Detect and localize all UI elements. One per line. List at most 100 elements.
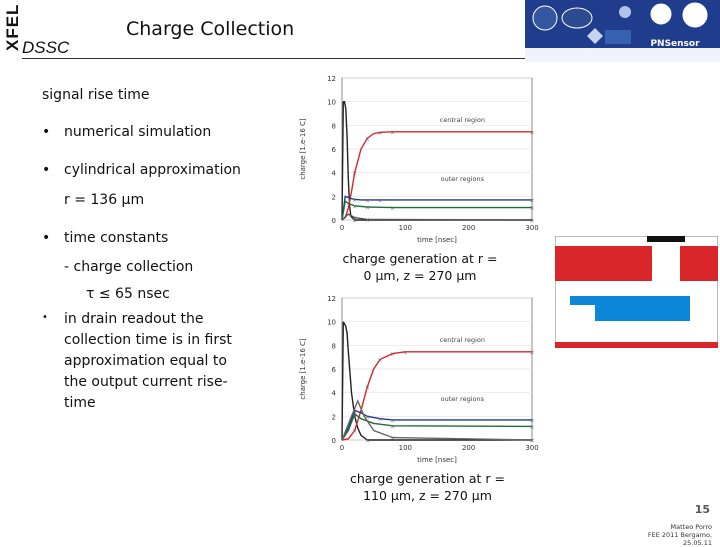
footer-credit: Matteo Porro FEE 2011 Bergamo, 25.05.11 xyxy=(620,523,712,547)
top-implant-right xyxy=(680,246,718,281)
bullet-radius-value: r = 136 µm xyxy=(64,192,145,208)
bullet-charge-collection: - charge collection xyxy=(64,259,194,275)
bullet-cylindrical-approximation: cylindrical approximation xyxy=(64,162,241,178)
series-line-4 xyxy=(341,213,533,221)
data-point-marker: × xyxy=(403,349,408,356)
chart-annotation: outer regions xyxy=(441,175,485,183)
data-point-marker: × xyxy=(390,129,395,136)
data-point-marker: × xyxy=(529,197,534,204)
x-tick-label: 300 xyxy=(525,224,538,232)
charge-generation-note-top: charge generation at r = 0 µm, z = 270 µ… xyxy=(342,251,498,283)
series-line-3 xyxy=(341,199,532,221)
dssc-label: DSSC xyxy=(22,38,70,57)
footer-author: Matteo Porro xyxy=(670,523,712,531)
y-tick-label: 6 xyxy=(332,366,337,374)
chart-annotation: outer regions xyxy=(441,395,485,403)
data-point-marker: × xyxy=(390,417,395,424)
bullet-drain-readout: in drain readout the collection time is … xyxy=(64,311,232,411)
y-tick-label: 10 xyxy=(327,99,336,107)
y-tick-label: 0 xyxy=(332,217,336,225)
x-tick-label: 0 xyxy=(340,224,344,232)
data-point-marker: × xyxy=(365,136,370,143)
x-tick-label: 100 xyxy=(399,224,412,232)
series-line-4 xyxy=(341,399,533,441)
bonn-logo-icon xyxy=(605,30,631,44)
y-tick-label: 6 xyxy=(332,146,337,154)
x-tick-label: 200 xyxy=(462,224,475,232)
data-point-marker: × xyxy=(377,416,382,423)
data-point-marker: × xyxy=(390,435,395,442)
xfel-logo: XFEL xyxy=(3,3,22,51)
y-tick-label: 10 xyxy=(327,319,336,327)
x-tick-label: 0 xyxy=(340,444,344,452)
x-tick-label: 300 xyxy=(525,444,538,452)
rise-time-chart-bottom: 0 2 4 6 8 10 12 0 100 200 300 time [nsec] charge [1.… xyxy=(299,295,539,464)
y-tick-label: 2 xyxy=(332,193,336,201)
y-axis-label: charge [1.e-16 C] xyxy=(299,118,307,180)
y-tick-label: 8 xyxy=(332,342,336,350)
data-point-marker: × xyxy=(390,351,395,358)
data-point-marker: × xyxy=(529,218,534,225)
y-tick-label: 4 xyxy=(332,170,337,178)
hll-logo-icon xyxy=(561,7,593,29)
data-point-marker: × xyxy=(529,438,534,445)
y-axis-label: charge [1.e-16 C] xyxy=(299,338,307,400)
x-axis-label: time [nsec] xyxy=(417,236,457,244)
charge-generation-note-bottom: charge generation at r = 110 µm, z = 270… xyxy=(349,471,506,503)
data-point-marker: × xyxy=(352,411,357,418)
data-point-marker: × xyxy=(529,417,534,424)
series-line-1 xyxy=(341,351,532,441)
series-line-0 xyxy=(341,101,532,221)
data-point-marker: × xyxy=(352,170,357,177)
slide-title: Charge Collection xyxy=(126,18,295,40)
rise-time-chart-top: 0 2 4 6 8 10 12 0 100 200 300 time [nsec] charge [1.… xyxy=(299,75,539,244)
mpg-logo-icon xyxy=(532,5,558,31)
data-point-marker: × xyxy=(352,414,357,421)
data-point-marker: × xyxy=(529,349,534,356)
data-point-marker: × xyxy=(352,215,357,222)
bullet-time-constants: time constants xyxy=(64,230,169,246)
data-point-marker: × xyxy=(365,414,370,421)
series-line-3 xyxy=(341,412,533,441)
collection-region-lower xyxy=(595,305,690,321)
slide-number: 15 xyxy=(694,503,710,516)
data-point-marker: × xyxy=(390,205,395,212)
header-divider xyxy=(22,58,720,59)
data-point-marker: × xyxy=(377,357,382,364)
y-tick-label: 8 xyxy=(332,122,336,130)
data-point-marker: × xyxy=(390,423,395,430)
series-line-0 xyxy=(341,321,532,441)
data-point-marker: × xyxy=(529,218,534,225)
data-point-marker: × xyxy=(352,428,357,435)
partner-logos: PNSensor xyxy=(525,0,720,62)
y-tick-label: 12 xyxy=(327,295,336,303)
bullet-tau-value: τ ≤ 65 nsec xyxy=(86,286,170,302)
data-point-marker: × xyxy=(352,197,357,204)
collection-region-upper xyxy=(570,296,690,305)
central-drain-contact xyxy=(647,236,685,242)
y-tick-label: 2 xyxy=(332,413,336,421)
series-line-1 xyxy=(341,131,532,221)
data-point-marker: × xyxy=(352,203,357,210)
y-tick-label: 4 xyxy=(332,390,337,398)
section-subtitle: signal rise time xyxy=(42,87,150,103)
data-point-marker: × xyxy=(365,384,370,391)
data-point-marker: × xyxy=(365,217,370,224)
detector-geometry-diagram xyxy=(555,236,718,348)
back-contact xyxy=(555,342,718,348)
y-tick-label: 12 xyxy=(327,75,336,83)
series-line-2 xyxy=(341,195,532,221)
desy-logo-icon xyxy=(650,3,672,25)
heidelberg-logo-icon xyxy=(619,6,631,18)
data-point-marker: × xyxy=(365,197,370,204)
data-point-marker: × xyxy=(529,129,534,136)
x-tick-label: 200 xyxy=(462,444,475,452)
data-point-marker: × xyxy=(529,205,534,212)
bullet-dot: • xyxy=(42,230,51,246)
data-point-marker: × xyxy=(377,130,382,137)
x-axis-label: time [nsec] xyxy=(417,456,457,464)
data-point-marker: × xyxy=(377,197,382,204)
bullet-numerical-simulation: numerical simulation xyxy=(64,124,212,140)
siegen-logo-icon xyxy=(587,28,603,44)
data-point-marker: × xyxy=(352,408,357,415)
